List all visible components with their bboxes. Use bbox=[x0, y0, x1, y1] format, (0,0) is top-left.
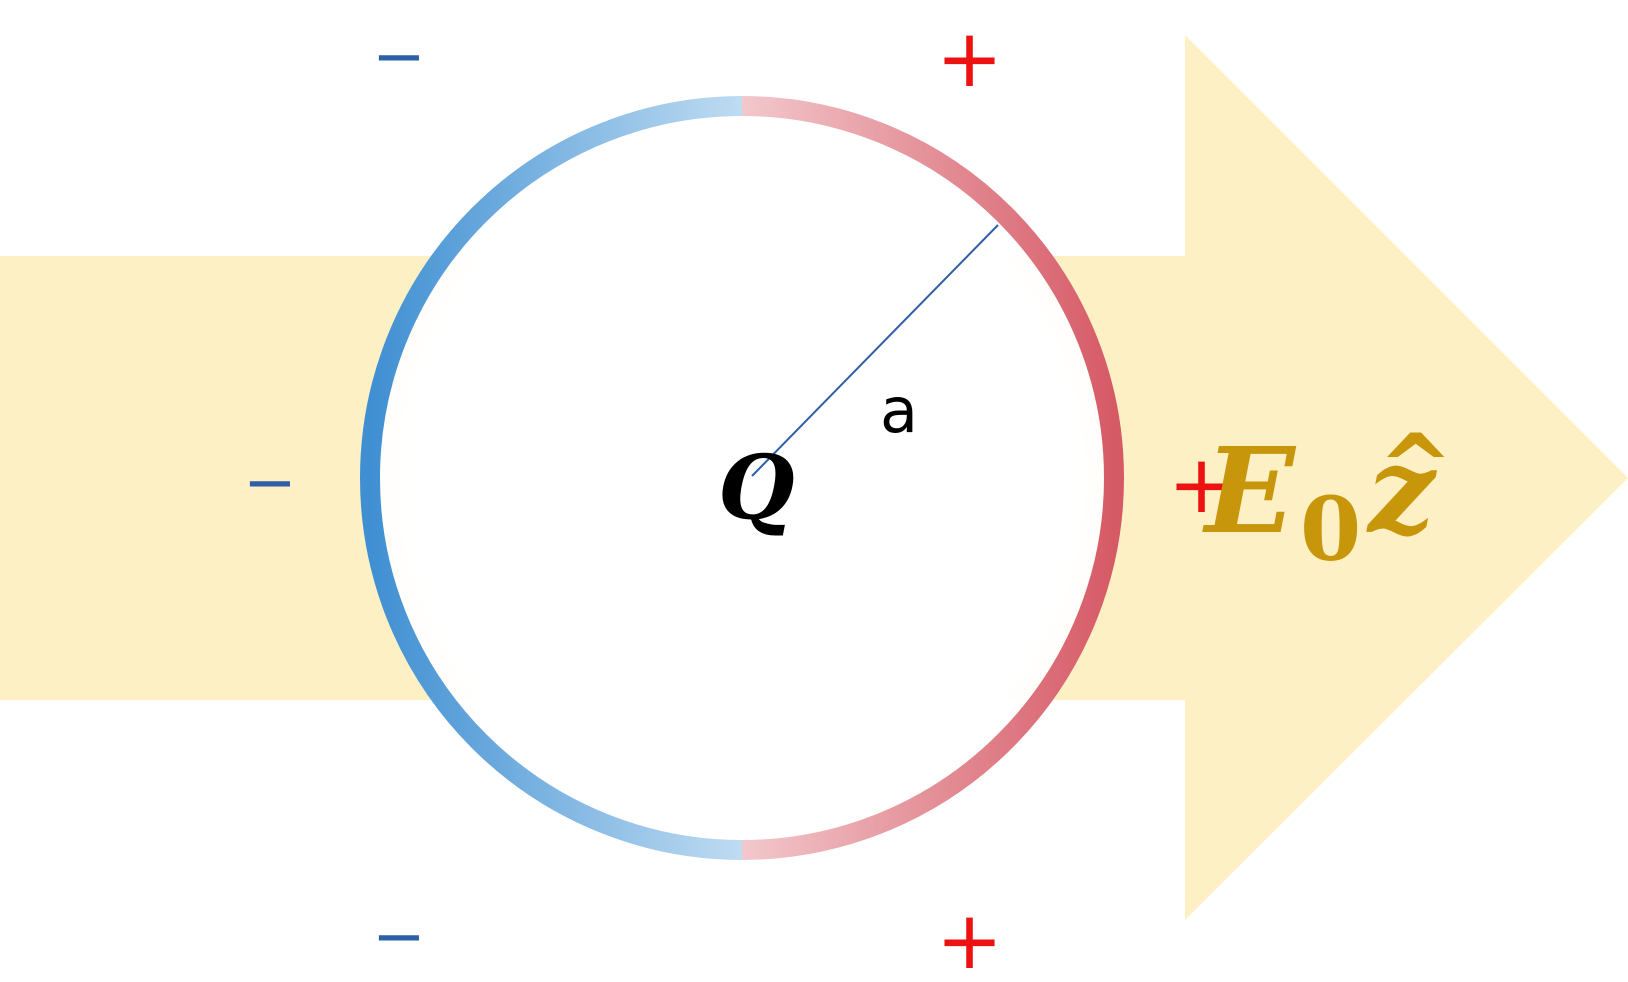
sphere bbox=[360, 96, 1124, 860]
radius-line bbox=[751, 224, 999, 477]
unit-vector-hat: ^ bbox=[1378, 415, 1453, 520]
positive-sign-top: + bbox=[936, 12, 1003, 105]
positive-sign-bottom: + bbox=[936, 894, 1003, 982]
sphere-interior bbox=[370, 106, 1114, 850]
sphere-right-half bbox=[741, 96, 1124, 860]
field-symbol: E bbox=[1202, 421, 1297, 560]
sphere-left-half bbox=[360, 96, 743, 860]
positive-sign-middle: + bbox=[1168, 438, 1235, 531]
negative-sign-top: − bbox=[372, 20, 426, 94]
negative-sign-middle: − bbox=[243, 446, 297, 520]
radius-label: a bbox=[880, 374, 918, 447]
negative-sign-bottom: − bbox=[372, 900, 426, 974]
field-subscript: 0 bbox=[1300, 477, 1361, 581]
unit-vector-symbol: z bbox=[1366, 421, 1438, 560]
charge-label: Q bbox=[718, 435, 795, 539]
field-label: E 0 ^ z bbox=[1202, 415, 1453, 581]
